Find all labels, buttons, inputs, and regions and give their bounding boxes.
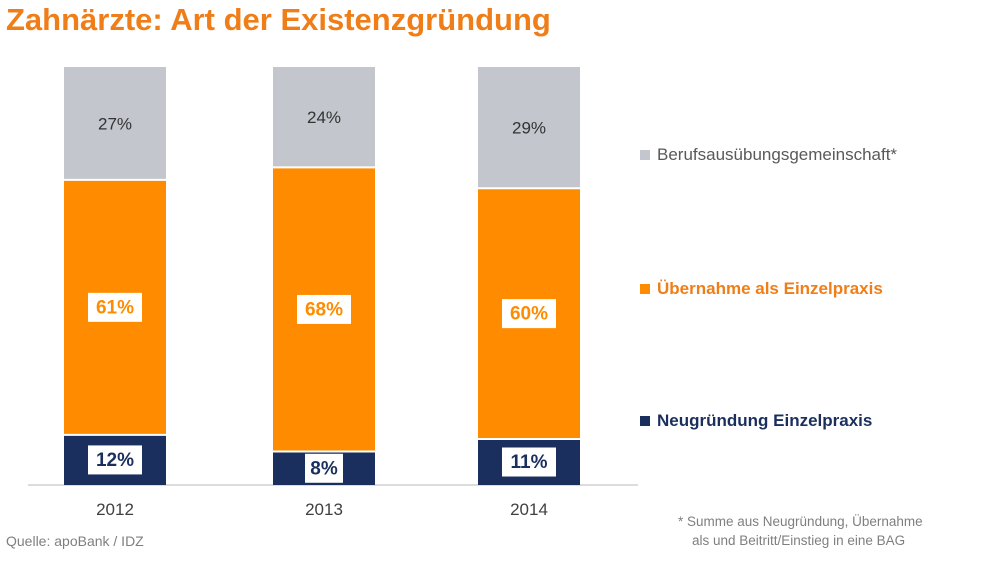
legend-item-berufsausuebungsgemeinschaft: Berufsausübungsgemeinschaft* — [640, 145, 897, 165]
data-label-2014-0: 11% — [511, 452, 548, 473]
data-label-box — [502, 299, 556, 329]
data-label-box — [88, 445, 142, 475]
bar-segment-2014-2 — [478, 67, 580, 189]
legend-label: Übernahme als Einzelpraxis — [657, 279, 883, 298]
data-label-2013-1: 68% — [305, 299, 343, 320]
data-label-2014-1: 60% — [510, 304, 548, 325]
footnote-line-2: als und Beitritt/Einstieg in eine BAG — [692, 533, 906, 548]
x-tick-label-2012: 2012 — [96, 500, 134, 519]
bars-group: 12% 61% 27% 8% 68% 24% 11% 60% 29% — [64, 67, 580, 485]
legend-label: Berufsausübungsgemeinschaft* — [657, 145, 898, 164]
legend-swatch — [640, 284, 650, 294]
legend-label: Neugründung Einzelpraxis — [657, 411, 873, 430]
data-label-2012-2: 27% — [98, 114, 132, 133]
data-label-box — [297, 294, 351, 324]
source-note: Quelle: apoBank / IDZ — [6, 533, 144, 549]
data-label-box — [305, 453, 343, 483]
footnote-line-1: * Summe aus Neugründung, Übernahme — [678, 514, 923, 529]
data-label-box — [502, 447, 556, 477]
data-label-2012-0: 12% — [96, 450, 134, 471]
data-label-2013-0: 8% — [310, 458, 338, 479]
x-tick-label-2013: 2013 — [305, 500, 343, 519]
chart-title: Zahnärzte: Art der Existenzgründung — [6, 2, 551, 37]
footnote: * Summe aus Neugründung, Übernahme als u… — [678, 512, 923, 550]
legend-item-neugruendung: Neugründung Einzelpraxis — [640, 411, 872, 431]
legend-swatch — [640, 416, 650, 426]
data-label-2012-1: 61% — [96, 297, 134, 318]
data-label-box — [88, 292, 142, 322]
bar-segment-2012-2 — [64, 67, 166, 180]
legend-item-uebernahme: Übernahme als Einzelpraxis — [640, 279, 883, 299]
data-label-2014-2: 29% — [512, 119, 546, 138]
data-label-2013-2: 24% — [307, 108, 341, 127]
x-tick-label-2014: 2014 — [510, 500, 548, 519]
bar-segment-2013-2 — [273, 67, 375, 168]
legend-swatch — [640, 150, 650, 160]
